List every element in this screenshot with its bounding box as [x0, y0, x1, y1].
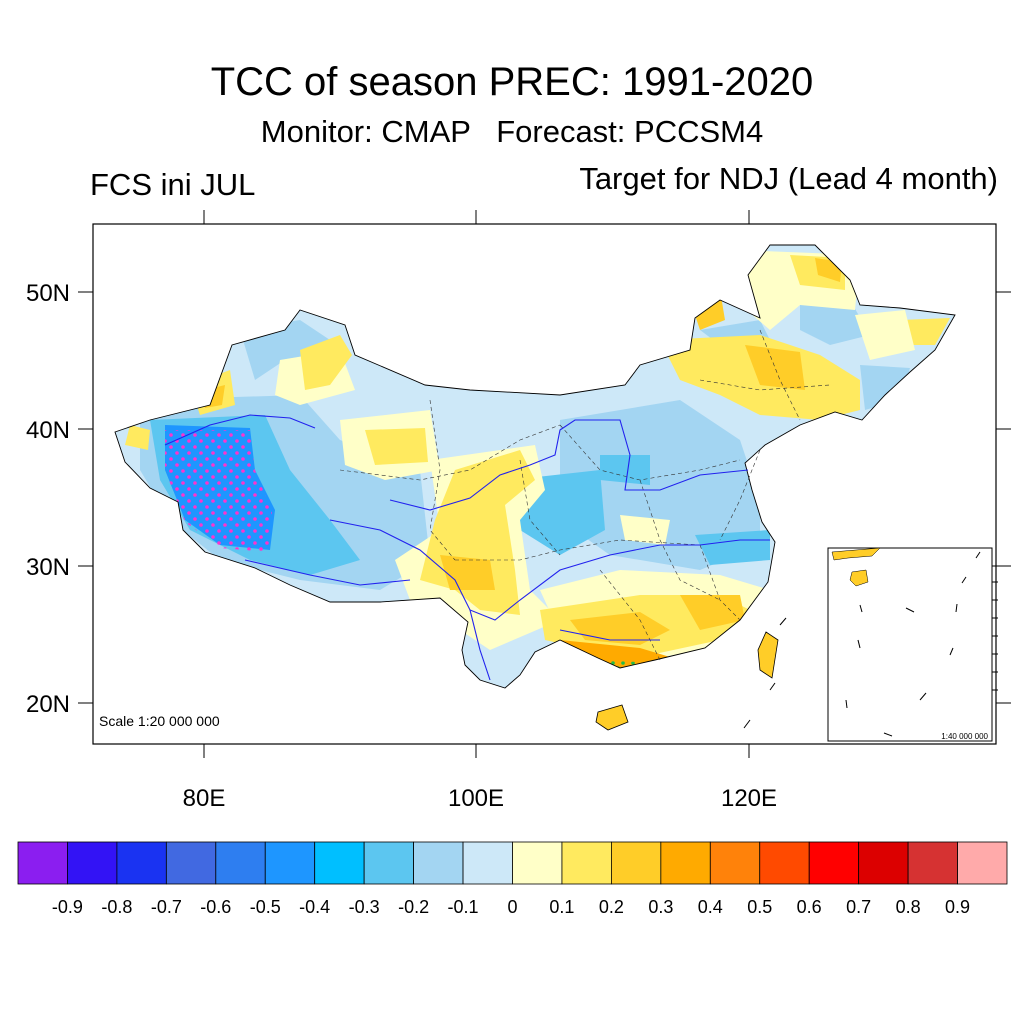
- colorbar-label: -0.7: [151, 897, 182, 917]
- colorbar-swatch: [709, 841, 761, 885]
- scale-label: Scale 1:20 000 000: [99, 713, 220, 729]
- lat-label: 20N: [26, 691, 70, 718]
- colorbar-label: -0.1: [448, 897, 479, 917]
- colorbar-label: -0.5: [250, 897, 281, 917]
- init-label: FCS ini JUL: [90, 167, 256, 202]
- lon-label: 80E: [183, 785, 226, 812]
- taiwan-island: [757, 631, 779, 679]
- colorbar-label: 0.7: [846, 897, 871, 917]
- colorbar-label: 0.1: [549, 897, 574, 917]
- colorbar-swatch: [660, 841, 711, 885]
- lat-label: 50N: [26, 280, 70, 307]
- inset-boundary-dashes: [845, 551, 981, 737]
- target-label: Target for NDJ (Lead 4 month): [579, 161, 998, 196]
- colorbar-swatch: [314, 841, 365, 885]
- inset-hainan: [849, 569, 869, 587]
- colorbar-swatch: [363, 841, 414, 885]
- colorbar-label: -0.4: [299, 897, 330, 917]
- colorbar-label: 0.8: [896, 897, 921, 917]
- colorbar-swatch: [808, 841, 860, 885]
- inset-ticks: [992, 565, 1000, 691]
- colorbar-swatch: [67, 841, 118, 885]
- inset-coast: [831, 547, 881, 561]
- country-border: [114, 244, 956, 689]
- colorbar-swatch: [215, 841, 266, 885]
- colorbar-swatch: [413, 841, 464, 885]
- lat-label: 40N: [26, 417, 70, 444]
- main-boundary-dashes: [743, 617, 787, 729]
- lat-label: 30N: [26, 554, 70, 581]
- colorbar-label: 0.3: [648, 897, 673, 917]
- colorbar-swatch: [611, 841, 662, 885]
- colorbar-label: 0: [507, 897, 517, 917]
- colorbar-swatch: [907, 841, 958, 885]
- colorbar-swatch: [264, 841, 316, 885]
- colorbar-label: -0.9: [52, 897, 83, 917]
- colorbar-label: 0.2: [599, 897, 624, 917]
- colorbar-label: -0.3: [349, 897, 380, 917]
- colorbar-label: 0.5: [747, 897, 772, 917]
- colorbar: -0.9 -0.8 -0.7 -0.6 -0.5 -0.4 -0.3 -0.2 -0.1 0 0.1…: [17, 841, 1008, 917]
- colorbar-swatch: [116, 841, 167, 885]
- colorbar-swatch: [759, 841, 810, 885]
- province-boundaries: [339, 329, 831, 661]
- colorbar-swatch: [561, 841, 612, 885]
- colorbar-swatch: [165, 841, 217, 885]
- colorbar-swatch: [512, 841, 563, 885]
- colorbar-swatch: [858, 841, 909, 885]
- colorbar-label: 0.4: [698, 897, 723, 917]
- chart-title: TCC of season PREC: 1991-2020: [210, 60, 814, 104]
- lon-label: 120E: [721, 785, 777, 812]
- colorbar-label: -0.6: [200, 897, 231, 917]
- rivers: [164, 414, 770, 681]
- colorbar-label: -0.8: [101, 897, 132, 917]
- colorbar-label: 0.9: [945, 897, 970, 917]
- colorbar-label: -0.2: [398, 897, 429, 917]
- hainan-island: [595, 704, 629, 731]
- colorbar-swatch: [17, 841, 68, 885]
- colorbar-swatch: [957, 841, 1008, 885]
- inset-scale-label: 1:40 000 000: [941, 732, 988, 741]
- colorbar-swatch: [462, 841, 513, 885]
- colorbar-label: 0.6: [797, 897, 822, 917]
- chart-subtitle: Monitor: CMAP Forecast: PCCSM4: [260, 114, 764, 149]
- lon-label: 100E: [448, 785, 504, 812]
